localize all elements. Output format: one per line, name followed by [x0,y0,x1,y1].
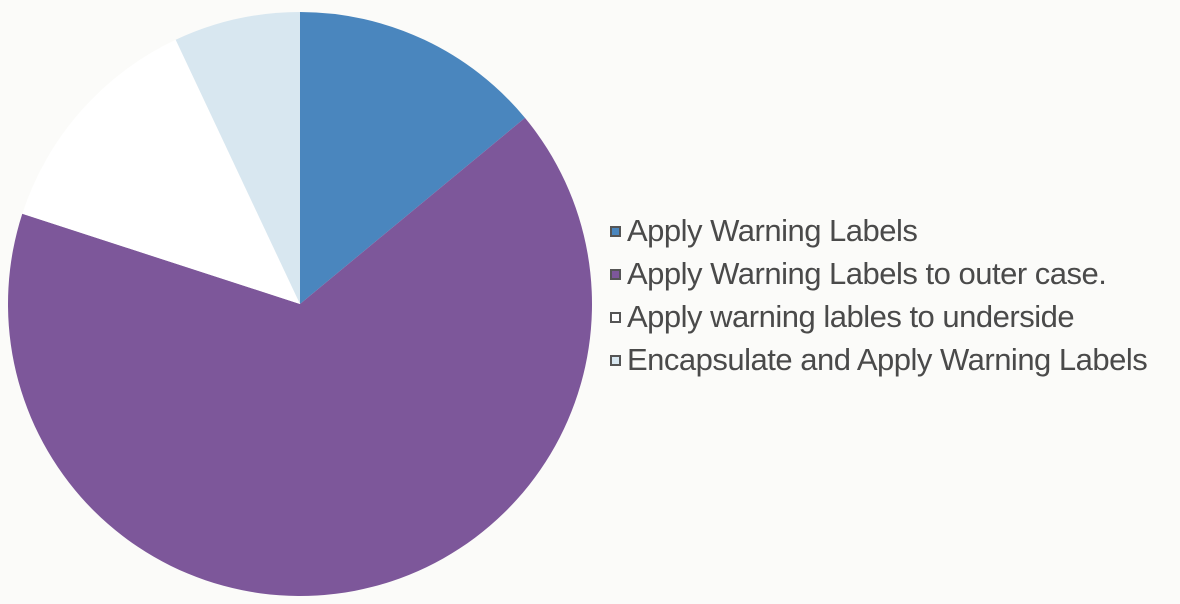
legend-swatch [610,268,621,280]
pie-slice-1 [300,12,525,304]
legend-swatch [610,311,621,323]
legend-label: Encapsulate and Apply Warning Labels [627,342,1148,377]
legend-item: Encapsulate and Apply Warning Labels [610,339,1148,381]
pie-slice-4 [175,12,300,304]
legend-item: Apply Warning Labels [610,210,1147,252]
pie-slice-3 [22,39,300,304]
legend-swatch [610,354,621,366]
chart-legend: Apply Warning Labels Apply Warning Label… [610,210,1148,381]
legend-item: Apply warning lables to underside [610,296,1147,338]
legend-label: Apply Warning Labels [627,213,918,248]
legend-item: Apply Warning Labels to outer case. [610,253,1147,295]
pie-slice-2 [8,117,593,596]
legend-swatch [610,225,621,237]
legend-label: Apply warning lables to underside [627,299,1075,334]
legend-label: Apply Warning Labels to outer case. [627,256,1107,291]
